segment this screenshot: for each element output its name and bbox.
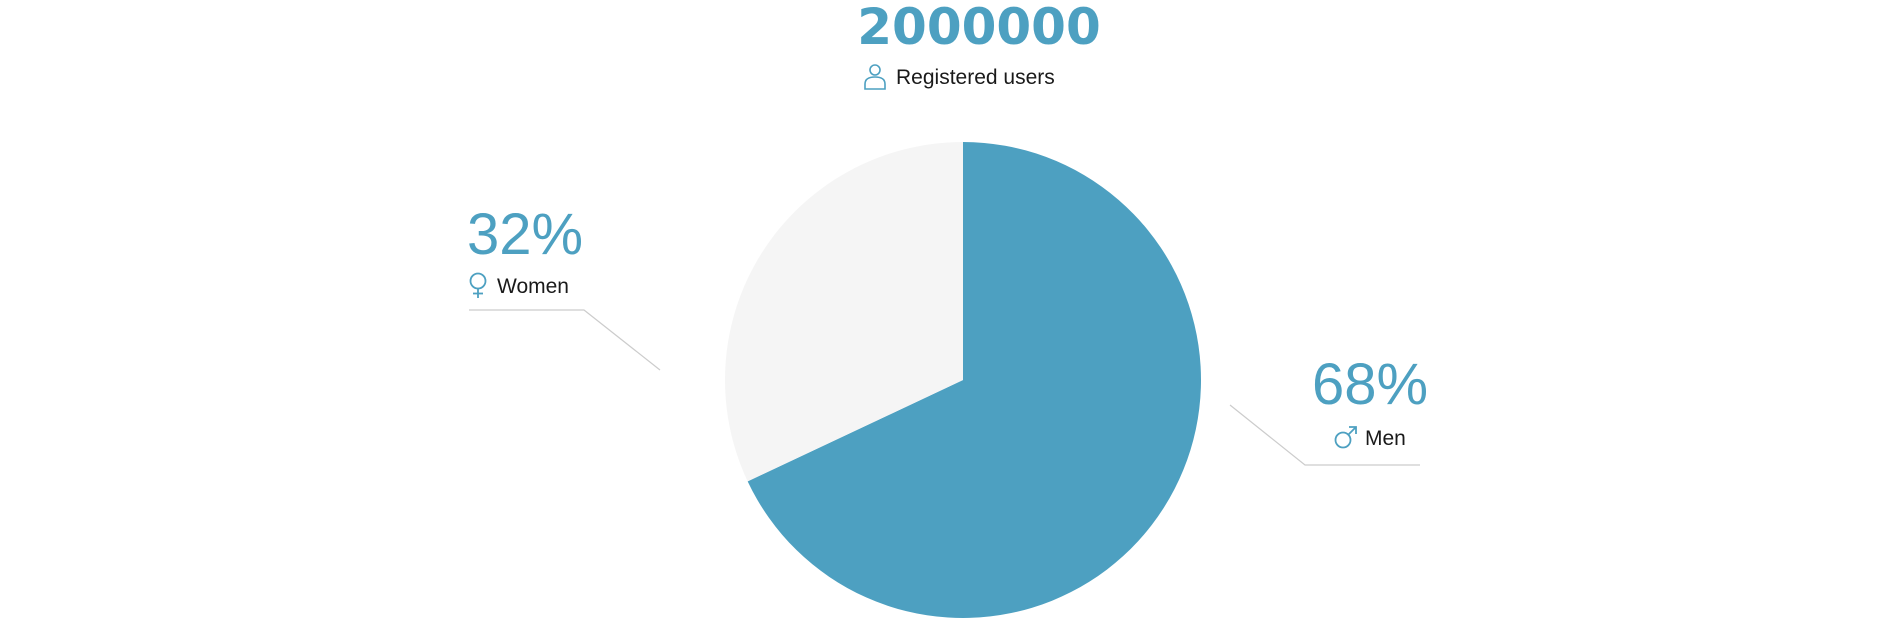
male-icon [1336,427,1357,448]
female-icon [471,274,486,299]
leader-line-women [469,310,660,370]
men-label: Men [1365,427,1406,450]
men-percent-label: 68% [1312,352,1428,417]
total-users-count: 2000000 [857,0,1101,56]
pie-slices [725,142,1201,618]
registered-users-label: Registered users [896,66,1055,89]
women-label: Women [497,275,569,298]
women-percent-label: 32% [467,202,583,267]
user-icon [865,65,885,89]
